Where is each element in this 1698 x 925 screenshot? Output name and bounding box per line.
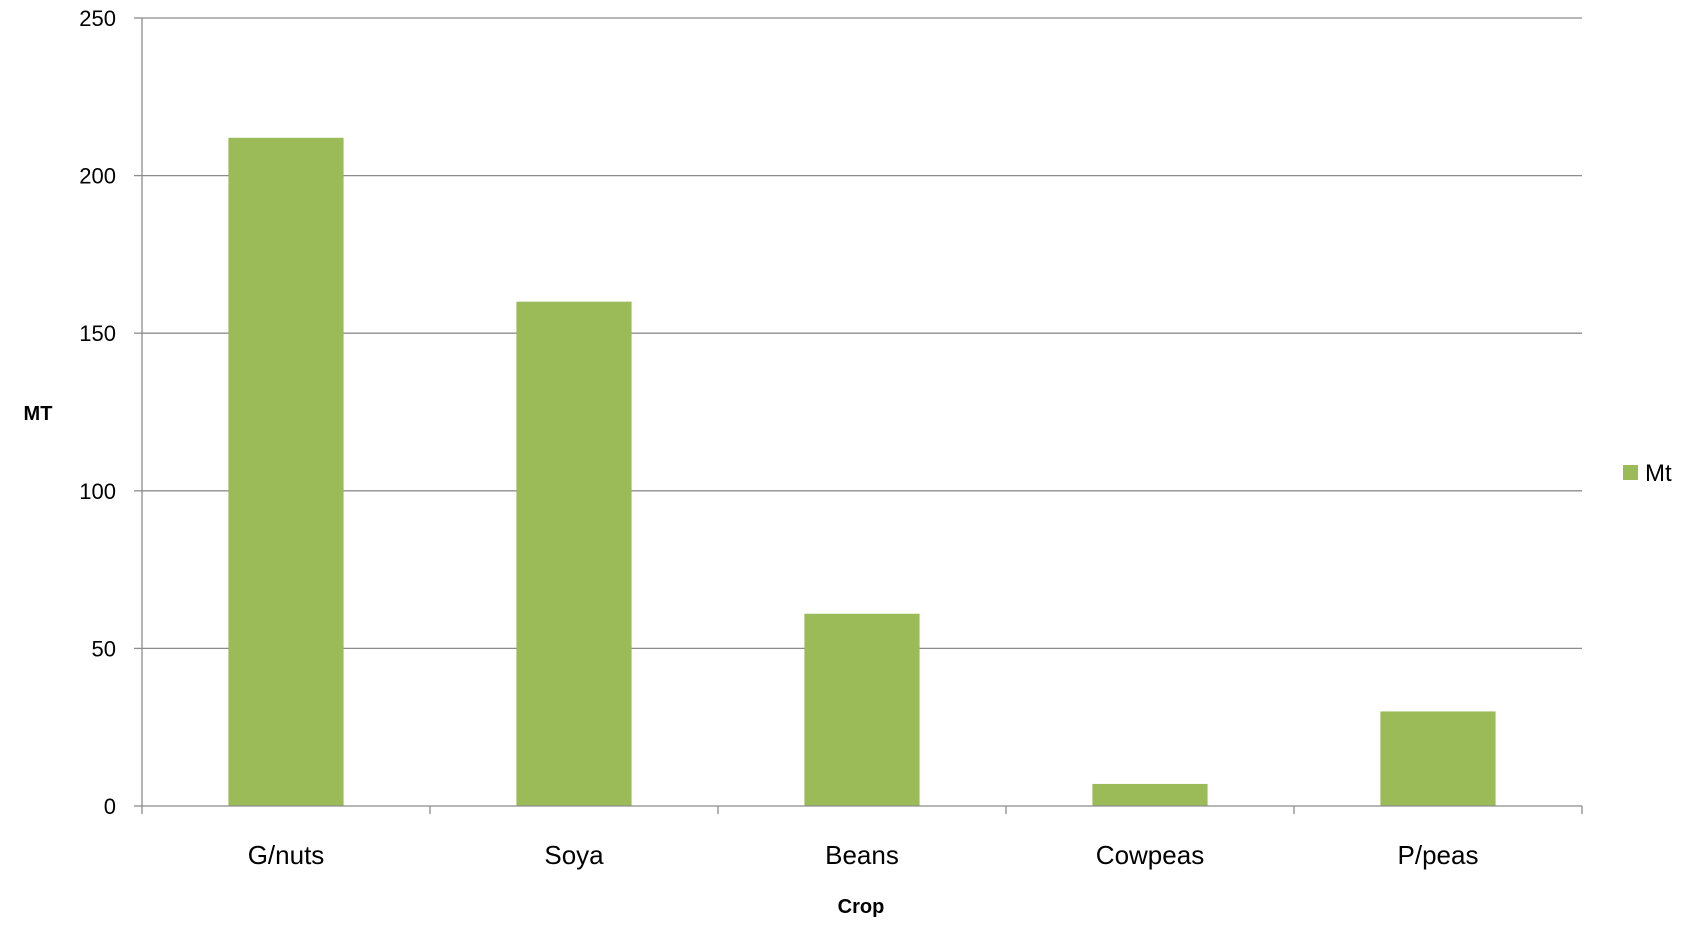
legend: Mt	[1623, 460, 1672, 487]
bar-p-peas	[1380, 711, 1496, 806]
bar-cowpeas	[1092, 783, 1208, 806]
y-tick-label: 200	[79, 164, 116, 189]
x-tick-label: Beans	[825, 840, 899, 870]
x-tick-label: G/nuts	[248, 840, 325, 870]
bars	[228, 137, 1496, 806]
y-axis-title: MT	[24, 403, 53, 425]
y-tick-label: 150	[79, 321, 116, 346]
x-tick-label: Soya	[544, 840, 604, 870]
tick-labels: 0 50 100 150 200 250 G/nuts Soya Beans Cowpeas P/p…	[79, 6, 1478, 870]
legend-label: Mt	[1645, 460, 1672, 487]
y-tick-label: 100	[79, 479, 116, 504]
gridlines	[142, 17, 1582, 650]
x-tick-label: P/peas	[1398, 840, 1479, 870]
y-tick-label: 0	[104, 794, 116, 819]
x-tick-label: Cowpeas	[1096, 840, 1204, 870]
bar-beans	[804, 613, 920, 806]
y-tick-label: 250	[79, 6, 116, 31]
bar-soya	[516, 301, 632, 806]
x-axis-title: Crop	[838, 896, 885, 918]
y-tick-label: 50	[92, 636, 116, 661]
axes	[134, 17, 1583, 814]
bar-g-nuts	[228, 137, 344, 806]
legend-swatch	[1623, 465, 1638, 480]
